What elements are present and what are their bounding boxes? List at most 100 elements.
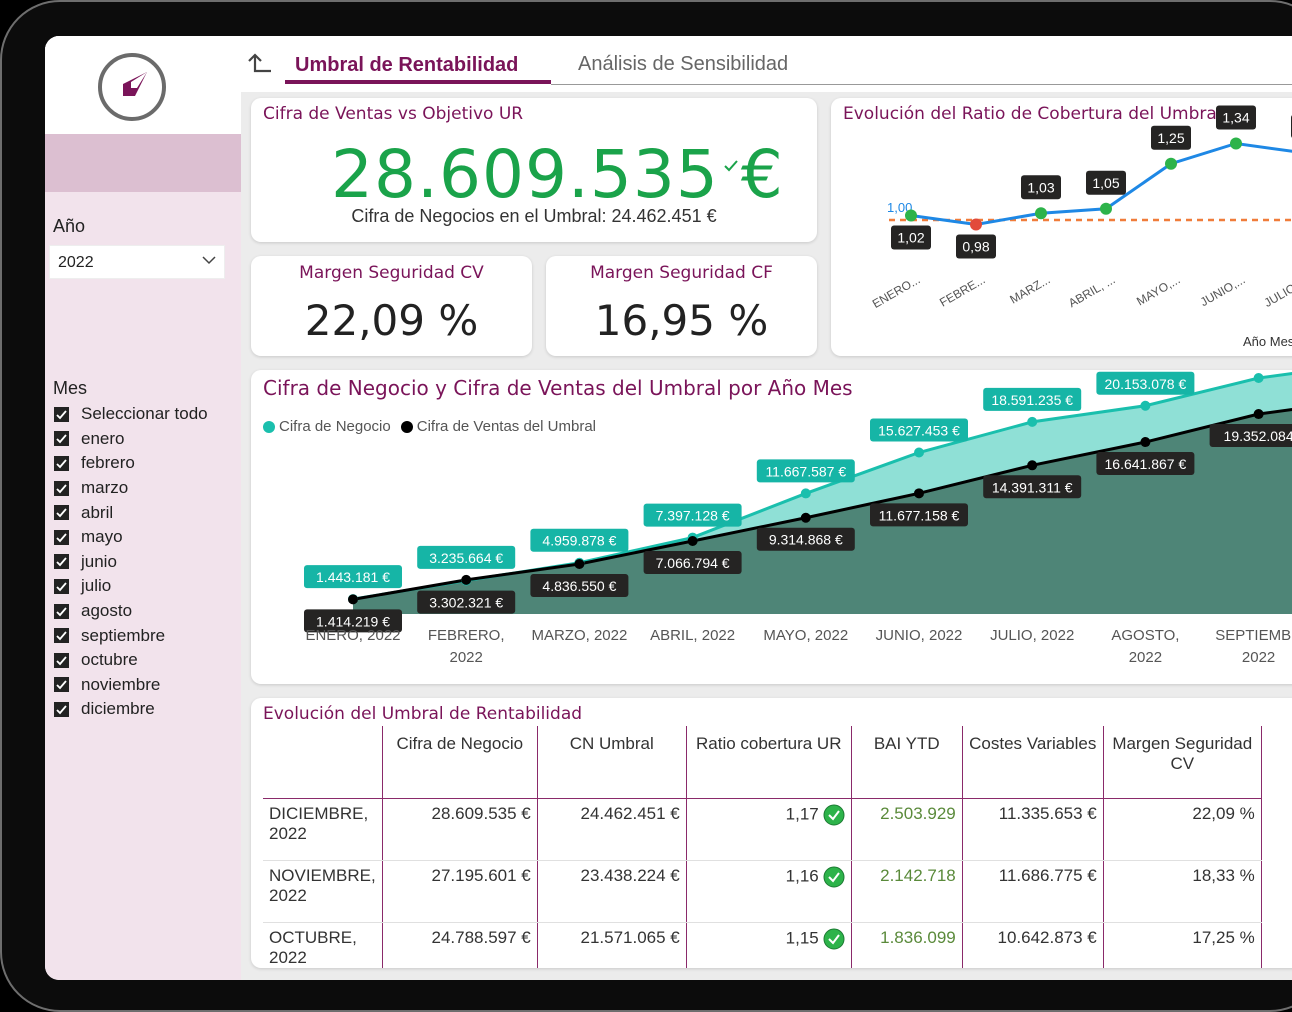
ratio-data-label-bg: [956, 234, 996, 259]
point-cifra-negocio[interactable]: [1140, 400, 1151, 411]
year-dropdown[interactable]: 2022: [49, 245, 225, 279]
point-cifra-negocio[interactable]: [914, 447, 924, 458]
ratio-chart-card[interactable]: Evolución del Ratio de Cobertura del Umb…: [831, 98, 1292, 356]
table-row[interactable]: DICIEMBRE, 2022 28.609.535 € 24.462.451 € 1…: [263, 798, 1262, 861]
ratio-point[interactable]: [905, 209, 917, 222]
umbral-table: Cifra de Negocio CN Umbral Ratio cobertu…: [263, 726, 1262, 968]
checkbox-checked-icon[interactable]: [54, 529, 69, 545]
cn-umbral-cell: 24.462.451 €: [537, 798, 687, 861]
bai-ytd-cell-text: 2.503.929: [880, 804, 956, 823]
legend-dot-cifra-ventas-umbral: [400, 420, 413, 433]
ratio-line-chart[interactable]: 1,001,020,981,031,051,251,341ENERO...FEB…: [831, 98, 1292, 356]
point-cifra-ventas-umbral[interactable]: [1253, 409, 1264, 420]
data-label-cifra-negocio: 4.959.878 €: [542, 533, 616, 549]
month-option[interactable]: noviembre: [54, 673, 208, 698]
tab-analisis-sensibilidad[interactable]: Análisis de Sensibilidad: [578, 53, 789, 75]
month-option[interactable]: octubre: [54, 648, 208, 673]
x-tick-label: 2022: [1129, 649, 1162, 666]
kpi-cf-title: Margen Seguridad CF: [590, 263, 773, 283]
ratio-data-label: 1,34: [1222, 110, 1249, 126]
col-header-margen-seguridad-cv[interactable]: Margen Seguridad CV: [1103, 726, 1262, 799]
kpi-cf-card[interactable]: Margen Seguridad CF 16,95 %: [546, 256, 817, 356]
point-cifra-ventas-umbral[interactable]: [687, 535, 698, 546]
checkbox-checked-icon[interactable]: [54, 603, 69, 619]
compass-icon[interactable]: [97, 52, 167, 122]
checkbox-checked-icon[interactable]: [54, 406, 69, 422]
month-option[interactable]: mayo: [54, 525, 208, 550]
ratio-point[interactable]: [1230, 137, 1242, 150]
col-header-bai-ytd[interactable]: BAI YTD: [851, 726, 963, 799]
checkbox-checked-icon[interactable]: [54, 554, 69, 570]
checkbox-checked-icon[interactable]: [54, 652, 69, 668]
point-cifra-ventas-umbral[interactable]: [574, 559, 585, 570]
ratio-point[interactable]: [1035, 207, 1047, 220]
checkbox-checked-icon[interactable]: [54, 677, 69, 693]
col-header[interactable]: [263, 726, 383, 799]
month-option[interactable]: abril: [54, 500, 208, 525]
x-tick-label: 2022: [1242, 649, 1275, 666]
month-option[interactable]: Seleccionar todo: [54, 402, 208, 427]
cn-umbral-cell-text: 24.462.451 €: [580, 804, 680, 823]
checkbox-checked-icon[interactable]: [54, 480, 69, 496]
report-canvas: Umbral de Rentabilidad Análisis de Sensi…: [241, 36, 1292, 980]
back-arrow-icon[interactable]: [245, 52, 271, 76]
year-dropdown-value: 2022: [58, 254, 94, 271]
x-tick-label: JULIO, 2022: [990, 627, 1074, 644]
kpi-ventas-title: Cifra de Ventas vs Objetivo UR: [263, 104, 524, 124]
month-option[interactable]: enero: [54, 427, 208, 452]
checkbox-checked-icon[interactable]: [54, 455, 69, 471]
checkbox-checked-icon[interactable]: [54, 578, 69, 594]
point-cifra-ventas-umbral[interactable]: [461, 574, 472, 585]
cifra-negocio-cell: 28.609.535 €: [382, 798, 538, 861]
tab-umbral-rentabilidad[interactable]: Umbral de Rentabilidad: [295, 54, 519, 76]
ratio-point[interactable]: [1165, 157, 1177, 170]
point-cifra-negocio[interactable]: [800, 488, 811, 499]
checkbox-checked-icon[interactable]: [54, 505, 69, 521]
point-cifra-ventas-umbral[interactable]: [914, 488, 924, 499]
label-bg-cifra-negocio: [1096, 371, 1195, 395]
checkbox-checked-icon[interactable]: [54, 628, 69, 644]
point-cifra-negocio[interactable]: [1253, 373, 1264, 384]
month-option[interactable]: agosto: [54, 599, 208, 624]
checkbox-checked-icon[interactable]: [54, 431, 69, 447]
side-banner: [45, 134, 241, 192]
col-header-ratio-cobertura[interactable]: Ratio cobertura UR: [686, 726, 852, 799]
label-bg-cifra-ventas-umbral: [1209, 424, 1292, 448]
row-label: OCTUBRE, 2022: [263, 922, 383, 968]
checkbox-checked-icon[interactable]: [54, 701, 69, 717]
legend-dot-cifra-negocio: [263, 420, 275, 433]
month-option[interactable]: julio: [54, 574, 208, 599]
ratio-cobertura-cell: 1,15: [686, 922, 852, 968]
month-option[interactable]: diciembre: [54, 697, 208, 722]
month-option[interactable]: septiembre: [54, 623, 208, 648]
label-bg-cifra-ventas-umbral: [643, 550, 742, 574]
col-header-cifra-negocio[interactable]: Cifra de Negocio: [382, 726, 538, 799]
kpi-ventas-card[interactable]: Cifra de Ventas vs Objetivo UR 28.609.53…: [251, 98, 817, 242]
active-tab-indicator: [285, 80, 551, 84]
kpi-cv-card[interactable]: Margen Seguridad CV 22,09 %: [251, 256, 532, 356]
table-row[interactable]: OCTUBRE, 2022 24.788.597 € 21.571.065 € 1,1…: [263, 922, 1262, 968]
point-cifra-ventas-umbral[interactable]: [1027, 460, 1038, 471]
month-option-label: julio: [81, 576, 112, 596]
ratio-point[interactable]: [970, 218, 982, 231]
month-option[interactable]: febrero: [54, 451, 208, 476]
month-option[interactable]: junio: [54, 550, 208, 575]
month-option[interactable]: marzo: [54, 476, 208, 501]
umbral-table-card[interactable]: Evolución del Umbral de Rentabilidad Cif…: [251, 698, 1292, 968]
point-cifra-ventas-umbral[interactable]: [348, 594, 358, 605]
area-chart[interactable]: 1.443.181 € 1.414.219 €ENERO, 2022 3.235.6…: [251, 370, 1292, 684]
table-row[interactable]: NOVIEMBRE, 2022 27.195.601 € 23.438.224 € 1…: [263, 860, 1262, 923]
point-cifra-ventas-umbral[interactable]: [800, 512, 811, 523]
area-chart-card[interactable]: Cifra de Negocio y Cifra de Ventas del U…: [251, 370, 1292, 684]
ratio-point[interactable]: [1100, 202, 1112, 215]
point-cifra-ventas-umbral[interactable]: [1140, 437, 1151, 448]
kpi-cf-value: 16,95 %: [594, 296, 769, 345]
cifra-negocio-cell-text: 27.195.601 €: [431, 866, 531, 885]
label-bg-cifra-negocio: [870, 418, 968, 442]
label-bg-cifra-negocio: [417, 545, 516, 569]
col-header-costes-variables[interactable]: Costes Variables: [962, 726, 1104, 799]
col-header-cn-umbral[interactable]: CN Umbral: [537, 726, 687, 799]
margen-seguridad-cell: 22,09 %: [1103, 798, 1262, 861]
point-cifra-negocio[interactable]: [1027, 416, 1038, 427]
